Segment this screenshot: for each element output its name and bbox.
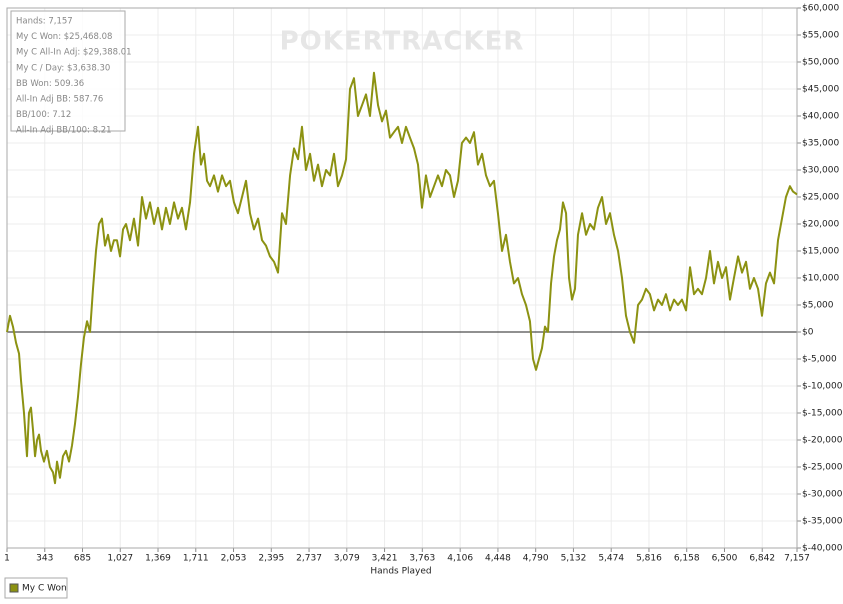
y-tick-label: $40,000 (802, 112, 839, 122)
data-line (6, 71, 798, 485)
x-tick-label: 5,474 (598, 554, 624, 564)
watermark: POKERTRACKER (280, 27, 525, 57)
x-tick-label: 1,027 (107, 554, 133, 564)
x-tick-label: 7,157 (784, 554, 810, 564)
stats-line: BB/100: 7.12 (16, 110, 71, 120)
x-tick-label: 1,711 (183, 554, 209, 564)
y-tick-label: $-20,000 (802, 436, 843, 446)
y-tick-label: $-40,000 (802, 544, 843, 554)
x-tick-label: 685 (74, 554, 91, 564)
x-tick-label: 1 (4, 554, 10, 564)
stats-line: All-In Adj BB/100: 8.21 (16, 126, 112, 136)
x-tick-label: 4,790 (523, 554, 549, 564)
stats-line: My C / Day: $3,638.30 (16, 63, 110, 73)
x-tick-label: 2,737 (296, 554, 322, 564)
x-tick-label: 2,395 (258, 554, 284, 564)
stats-line: All-In Adj BB: 587.76 (16, 95, 103, 105)
y-tick-label: $5,000 (802, 301, 834, 311)
plot-border (6, 7, 798, 549)
stats-box-frame (10, 10, 126, 132)
y-tick-label: $35,000 (802, 139, 839, 149)
y-tick-label: $-25,000 (802, 463, 843, 473)
y-tick-label: $50,000 (802, 58, 839, 68)
y-tick-label: $20,000 (802, 220, 839, 230)
legend-label: My C Won (22, 584, 67, 594)
y-tick-label: $10,000 (802, 274, 839, 284)
x-tick-label: 1,369 (145, 554, 171, 564)
legend: My C Won (4, 577, 68, 599)
y-tick-label: $-35,000 (802, 517, 843, 527)
x-tick-label: 3,763 (409, 554, 435, 564)
x-tick-label: 2,053 (221, 554, 247, 564)
y-tick-label: $-30,000 (802, 490, 843, 500)
y-tick-label: $30,000 (802, 166, 839, 176)
y-tick-label: $55,000 (802, 31, 839, 41)
x-tick-label: 6,500 (712, 554, 738, 564)
y-tick-label: $60,000 (802, 4, 839, 14)
legend-frame (4, 577, 68, 599)
y-tick-label: $0 (802, 328, 814, 338)
stats-line: BB Won: 509.36 (16, 79, 84, 89)
stats-box: Hands: 7,157 My C Won: $25,468.08 My C All… (10, 10, 132, 136)
x-tick-label: 3,079 (334, 554, 360, 564)
x-tick-label: 4,106 (447, 554, 473, 564)
x-axis-label: Hands Played (370, 567, 431, 577)
y-tick-label: $25,000 (802, 193, 839, 203)
stats-line: My C All-In Adj: $29,388.01 (16, 48, 132, 58)
x-tick-label: 6,842 (749, 554, 775, 564)
x-tick-label: 5,132 (561, 554, 587, 564)
x-tick-label: 343 (36, 554, 53, 564)
x-tick-label: 6,158 (674, 554, 700, 564)
y-tick-label: $15,000 (802, 247, 839, 257)
legend-swatch (9, 583, 19, 593)
x-tick-label: 3,421 (372, 554, 398, 564)
x-tick-label: 4,448 (485, 554, 511, 564)
stats-line: My C Won: $25,468.08 (16, 32, 112, 42)
y-tick-label: $-5,000 (802, 355, 837, 365)
y-tick-label: $45,000 (802, 85, 839, 95)
y-tick-label: $-15,000 (802, 409, 843, 419)
x-tick-label: 5,816 (636, 554, 662, 564)
stats-line: Hands: 7,157 (16, 17, 73, 27)
y-tick-label: $-10,000 (802, 382, 843, 392)
